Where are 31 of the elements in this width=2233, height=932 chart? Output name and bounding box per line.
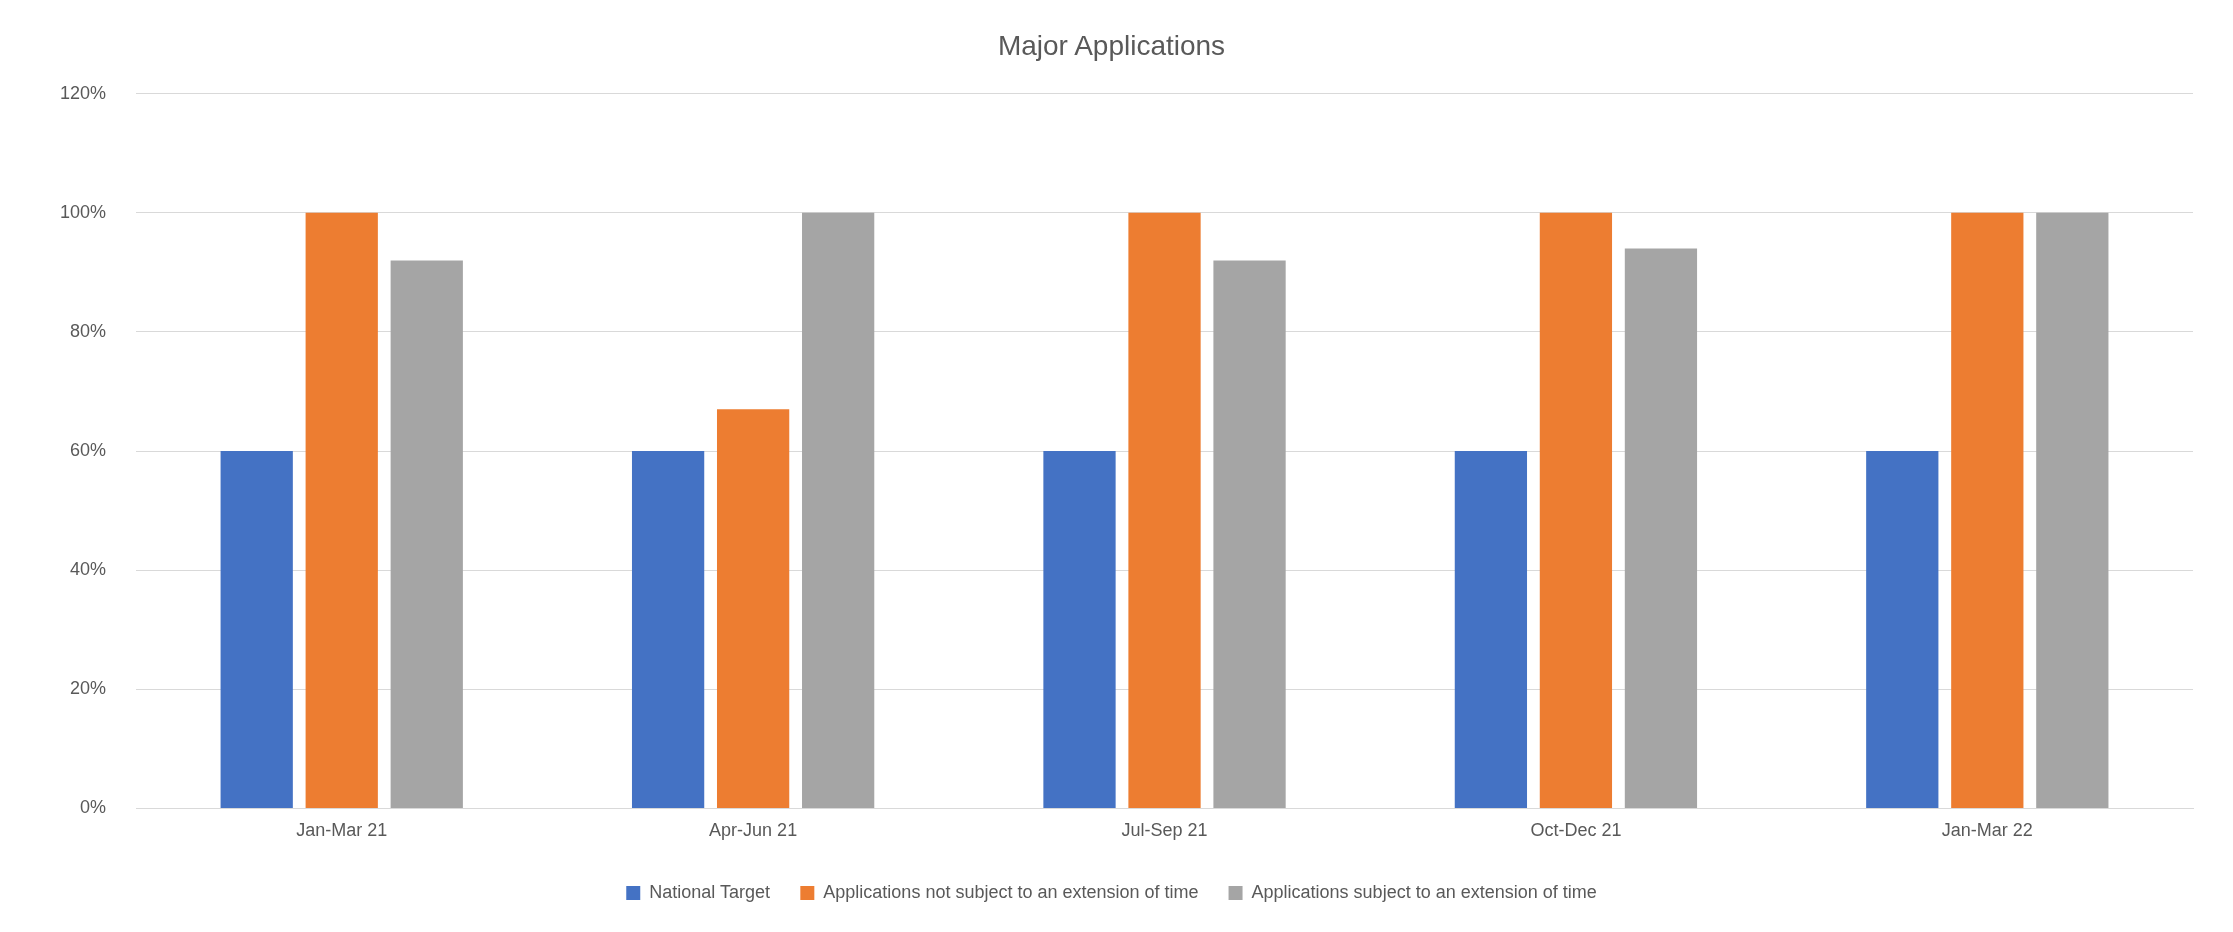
legend-label: Applications subject to an extension of time <box>1251 881 1597 902</box>
x-tick-label: Oct-Dec 21 <box>1530 820 1622 841</box>
x-tick-label: Jan-Mar 22 <box>1941 820 2033 841</box>
x-tick-label: Jan-Mar 21 <box>296 820 388 841</box>
x-tick-label: Apr-Jun 21 <box>709 820 798 841</box>
y-tick-label: 100% <box>59 201 107 222</box>
legend-label: Applications not subject to an extension of time <box>823 881 1199 902</box>
bar <box>1866 451 1939 808</box>
bar <box>305 212 378 808</box>
bar <box>1128 212 1201 808</box>
bar <box>802 212 875 808</box>
bar <box>390 260 463 808</box>
bar <box>1539 212 1613 808</box>
x-tick-label: Jul-Sep 21 <box>1121 820 1208 841</box>
y-tick-label: 40% <box>70 559 107 580</box>
legend-label: National Target <box>649 881 770 902</box>
bar <box>1043 451 1116 808</box>
y-tick-label: 120% <box>59 82 107 103</box>
y-tick-label: 0% <box>80 797 107 818</box>
bar <box>2036 212 2109 808</box>
bar <box>220 451 293 808</box>
bar <box>716 409 790 808</box>
bar <box>1951 212 2024 808</box>
bar <box>1213 260 1286 808</box>
chart-title: Major Applications <box>997 29 1226 61</box>
bar <box>1454 451 1528 808</box>
bar <box>631 451 705 808</box>
bar <box>1624 248 1698 808</box>
y-tick-label: 80% <box>70 320 107 341</box>
y-tick-label: 20% <box>70 678 107 699</box>
y-tick-label: 60% <box>70 439 107 460</box>
